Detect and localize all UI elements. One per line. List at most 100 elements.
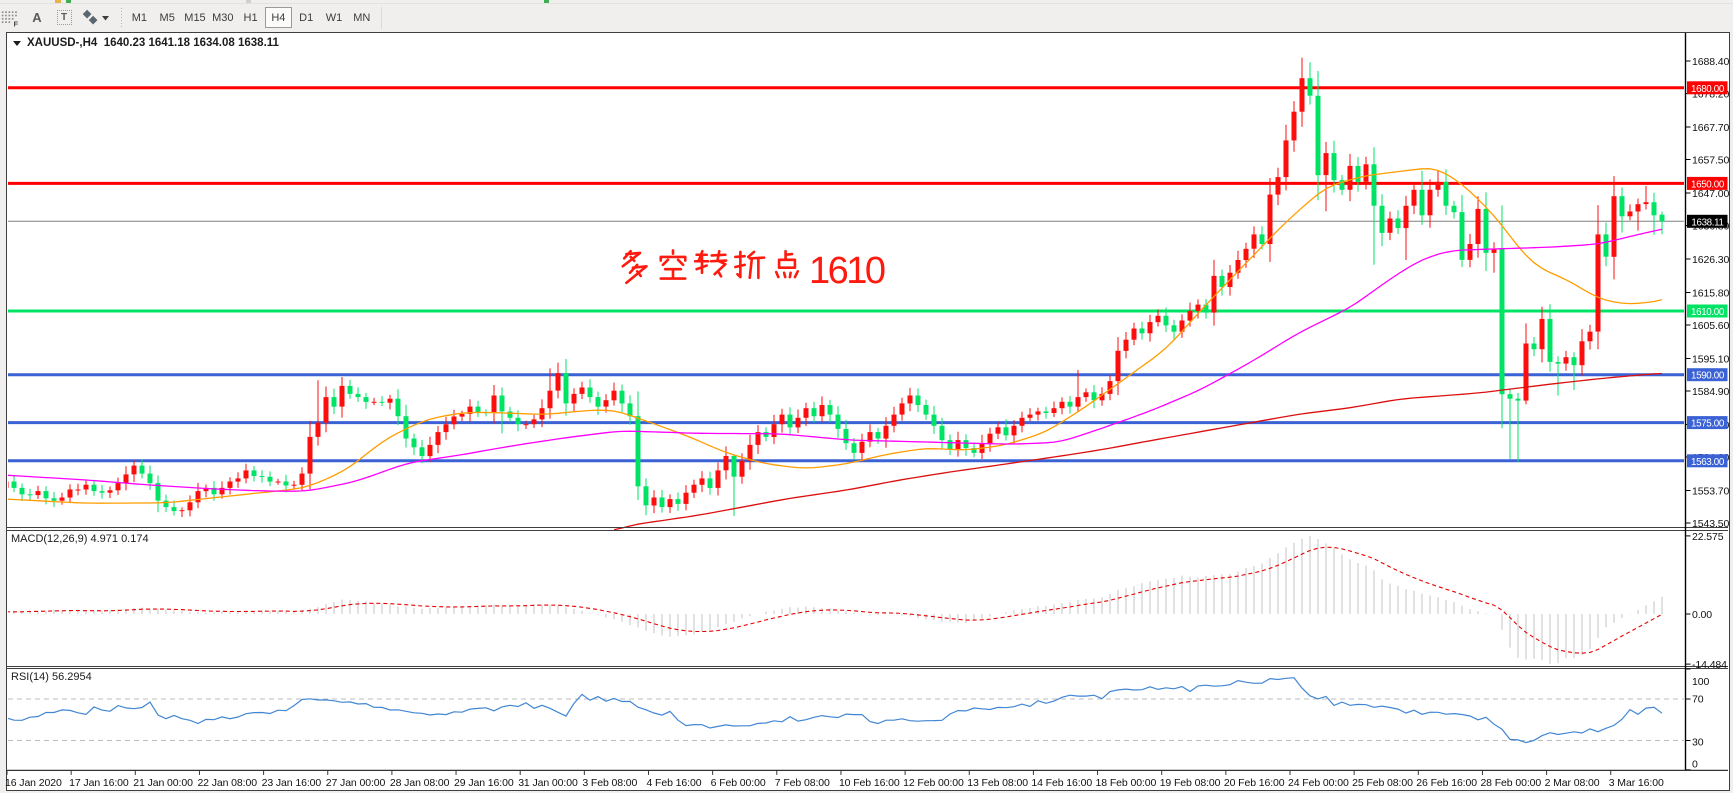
price-tick-label: 1553.70 (1692, 486, 1730, 498)
time-label: 31 Jan 00:00 (518, 777, 578, 789)
dropdown-caret-icon (102, 15, 109, 20)
label-tool-icon[interactable]: A (26, 7, 48, 28)
timeframe-button-mn[interactable]: MN (353, 11, 371, 24)
price-tick-label: 1595.10 (1692, 354, 1730, 366)
candle (955, 431, 961, 457)
candle (1451, 200, 1457, 219)
price-tick-label: 1657.50 (1692, 155, 1730, 167)
time-label: 6 Feb 00:00 (711, 777, 766, 789)
candle (123, 466, 129, 491)
candle (403, 404, 409, 448)
text-tool-icon[interactable]: T (53, 7, 75, 28)
macd-tick-label: 22.575 (1692, 531, 1724, 543)
timeframe-button-w1[interactable]: W1 (325, 11, 343, 24)
toolbar-drag-handle[interactable] (120, 8, 124, 28)
candles (8, 57, 1665, 517)
candle (603, 394, 609, 413)
candle (411, 433, 417, 455)
candle (1203, 299, 1209, 319)
candle (1467, 233, 1473, 268)
hanzi-glyph-3 (734, 250, 766, 280)
candle (707, 471, 713, 495)
clipped-icon (544, 0, 549, 3)
candle (1067, 395, 1073, 414)
candle (635, 391, 641, 500)
macd-axis[interactable]: 22.575 0.00 -14.484 (1685, 531, 1728, 671)
candle (1315, 71, 1321, 201)
candle (523, 420, 529, 429)
candle (235, 472, 241, 488)
candle (803, 402, 809, 426)
candle (275, 478, 281, 485)
candle (739, 453, 745, 484)
candle (939, 417, 945, 450)
candle (835, 406, 841, 438)
price-badge-label: 1590.00 (1691, 371, 1725, 382)
candle (627, 395, 633, 425)
candle (907, 387, 913, 412)
time-label: 7 Feb 08:00 (775, 777, 830, 789)
candle (667, 494, 673, 513)
symbol-ohlc-text: XAUUSD-,H4 1640.23 1641.18 1634.08 1638.… (27, 37, 279, 49)
candle (491, 385, 497, 424)
candle (1019, 411, 1025, 433)
arrow-objects-icon[interactable] (80, 7, 112, 28)
candle (1115, 337, 1121, 396)
time-axis[interactable]: 16 Jan 2020 17 Jan 16:00 21 Jan 00:00 22 Ja… (5, 769, 1728, 789)
candle (747, 434, 753, 470)
price-badge-1638.11: 1638.11 (1687, 214, 1728, 228)
candle (1539, 306, 1545, 363)
time-label: 19 Feb 08:00 (1160, 777, 1221, 789)
candle (203, 484, 209, 498)
candle (451, 409, 457, 430)
candle (595, 391, 601, 415)
candle (563, 359, 569, 416)
candle (1611, 176, 1617, 280)
candle (363, 392, 369, 409)
timeframe-button-m1[interactable]: M1 (131, 11, 148, 24)
rsi-axis[interactable]: 100 70 30 0 (1685, 668, 1710, 771)
candle (131, 460, 137, 483)
rsi-tick-label: 0 (1692, 759, 1698, 771)
time-label: 23 Jan 16:00 (262, 777, 322, 789)
candle (339, 377, 345, 418)
time-label: 4 Feb 16:00 (647, 777, 702, 789)
candle (771, 414, 777, 445)
rsi-tick-label: 100 (1692, 676, 1709, 688)
candle (187, 495, 193, 517)
candle (75, 483, 81, 496)
ma-line-ma-fast (8, 168, 1663, 504)
timeframe-button-m5[interactable]: M5 (159, 11, 175, 24)
candle (795, 409, 801, 433)
candle (323, 386, 329, 433)
candle (619, 384, 625, 413)
candle (59, 492, 65, 505)
candle (243, 463, 249, 484)
panel-resize-divider[interactable] (7, 666, 1728, 669)
timeframe-button-m15[interactable]: M15 (184, 11, 206, 24)
price-tick-label: 1647.00 (1692, 188, 1730, 200)
timeframe-button-m30[interactable]: M30 (212, 11, 234, 24)
macd-histogram (13, 536, 1663, 664)
panel-resize-divider[interactable] (7, 527, 1728, 531)
candle (1003, 419, 1009, 441)
timeframe-button-d1[interactable]: D1 (299, 11, 314, 24)
candle (259, 470, 265, 483)
candle (1147, 314, 1153, 342)
text-tool-glyph: T (56, 10, 72, 25)
candle (883, 417, 889, 448)
candle (923, 399, 929, 420)
symbol-dropdown-icon[interactable] (13, 41, 21, 46)
timeframe-button-h4[interactable]: H4 (264, 7, 293, 28)
plot-area[interactable] (4, 57, 1685, 531)
candle (995, 422, 1001, 440)
price-axis[interactable]: 1688.401678.201667.701657.501647.001636.… (1684, 33, 1730, 771)
chart-annotation-text[interactable]: 1610 (617, 246, 887, 295)
candle (1547, 304, 1553, 372)
timeframe-button-h1[interactable]: H1 (243, 11, 258, 24)
candle (307, 420, 313, 490)
crosshair-grid-icon[interactable]: F (0, 7, 22, 28)
price-tick-label: 1667.70 (1692, 122, 1730, 134)
